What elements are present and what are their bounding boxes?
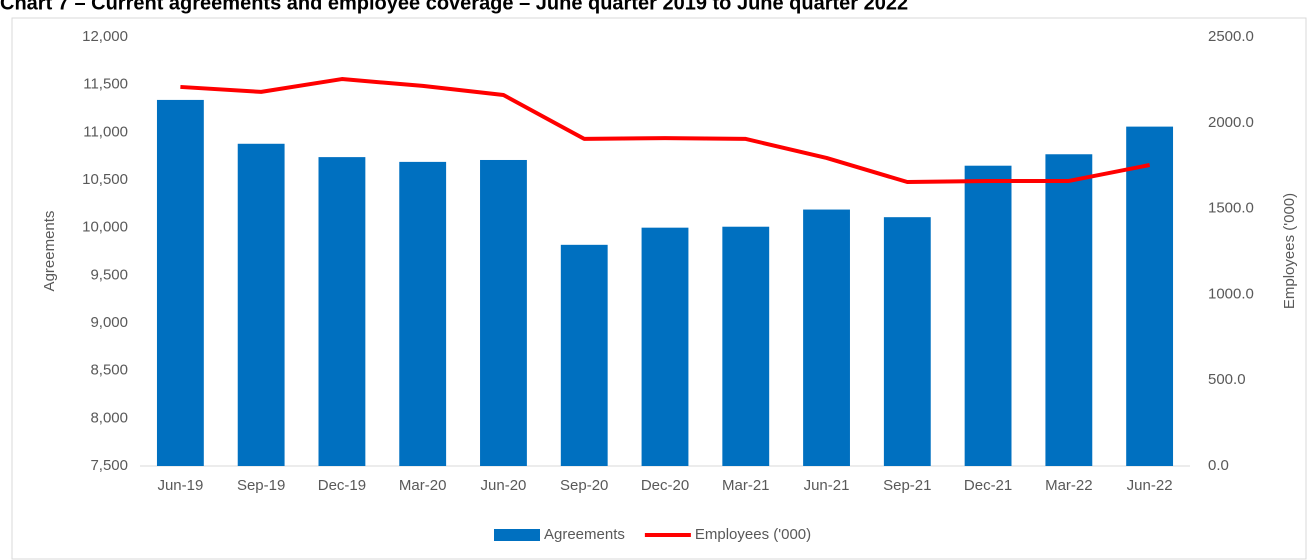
- bar: [399, 161, 447, 467]
- y2-axis-label: Employees ('000): [1281, 193, 1298, 309]
- y-tick-label: 8,500: [90, 362, 128, 379]
- y-tick-label: 11,000: [83, 123, 128, 140]
- y2-tick-label: 0.0: [1208, 457, 1229, 474]
- bar: [641, 227, 689, 466]
- y-tick-label: 10,500: [82, 171, 128, 188]
- y-tick-label: 9,000: [90, 314, 128, 331]
- bar: [1126, 126, 1174, 466]
- chart-title: Chart 7 – Current agreements and employe…: [0, 0, 908, 14]
- y-tick-label: 7,500: [90, 457, 128, 474]
- x-tick-label: Dec-21: [964, 477, 1012, 494]
- y2-tick-label: 1500.0: [1208, 200, 1254, 217]
- x-tick-label: Sep-19: [237, 477, 285, 494]
- x-tick-label: Sep-21: [883, 477, 931, 494]
- bar: [480, 159, 527, 467]
- bar: [1045, 154, 1093, 466]
- bar: [237, 143, 285, 467]
- bar: [156, 99, 204, 467]
- y2-tick-label: 2000.0: [1208, 114, 1254, 131]
- bar: [722, 226, 770, 466]
- x-tick-label: Mar-21: [722, 477, 770, 494]
- bar: [964, 165, 1012, 466]
- bar: [560, 244, 608, 466]
- x-tick-label: Sep-20: [560, 477, 608, 494]
- y-tick-label: 12,000: [82, 28, 128, 45]
- x-tick-label: Jun-19: [157, 477, 203, 494]
- y-tick-label: 8,000: [90, 409, 128, 426]
- y-tick-label: 10,000: [82, 219, 128, 236]
- legend-label: Employees ('000): [695, 526, 811, 543]
- x-tick-label: Jun-21: [804, 477, 850, 494]
- y2-tick-label: 1000.0: [1208, 285, 1254, 302]
- x-tick-label: Mar-22: [1045, 477, 1093, 494]
- x-tick-label: Dec-20: [641, 477, 689, 494]
- x-tick-label: Jun-22: [1127, 477, 1173, 494]
- y2-tick-label: 2500.0: [1208, 28, 1254, 45]
- x-tick-label: Jun-20: [481, 477, 527, 494]
- y-tick-label: 9,500: [90, 266, 128, 283]
- y-tick-label: 11,500: [83, 76, 128, 93]
- bar: [803, 209, 850, 466]
- legend-label: Agreements: [544, 526, 625, 543]
- y2-tick-label: 500.0: [1208, 371, 1246, 388]
- legend-swatch: [494, 529, 540, 541]
- y-axis-label: Agreements: [41, 211, 58, 292]
- x-tick-label: Dec-19: [318, 477, 366, 494]
- x-tick-label: Mar-20: [399, 477, 447, 494]
- bar: [883, 217, 931, 466]
- line: [180, 77, 1151, 185]
- bar: [318, 157, 366, 466]
